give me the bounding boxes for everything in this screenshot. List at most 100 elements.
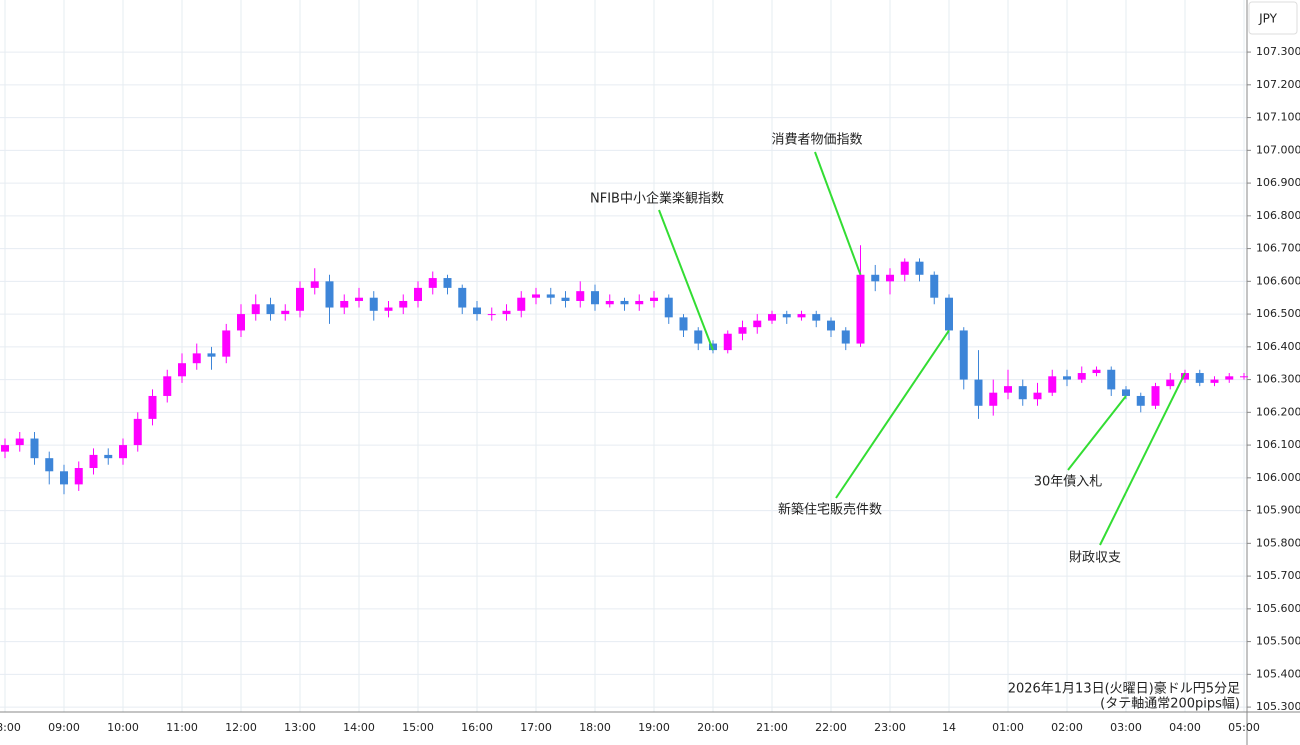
candle-body <box>635 300 644 305</box>
candle-body <box>605 300 614 305</box>
candle-body <box>1151 386 1160 406</box>
candle-body <box>119 445 127 459</box>
candle-body <box>1136 395 1145 406</box>
candle-body <box>178 363 186 377</box>
y-tick-label: 107.300 <box>1256 45 1300 58</box>
candle-body <box>959 330 968 380</box>
x-tick-label: 01:00 <box>992 721 1024 734</box>
annotation-label: 30年債入札 <box>1034 475 1103 490</box>
candle-body <box>1 445 9 452</box>
y-tick-label: 105.900 <box>1256 504 1300 517</box>
candle-body <box>104 454 113 459</box>
candle-body <box>856 274 865 344</box>
candle-body <box>325 281 334 308</box>
candle-body <box>679 317 688 331</box>
candle-body <box>1018 386 1027 400</box>
candle-body <box>443 278 452 288</box>
x-tick-label: 08:00 <box>0 721 21 734</box>
x-tick-label: 09:00 <box>48 721 80 734</box>
y-tick-label: 107.000 <box>1256 143 1300 156</box>
y-tick-label: 105.800 <box>1256 536 1300 549</box>
candle-body <box>281 310 290 315</box>
candle-body <box>502 310 511 315</box>
candle-body <box>797 314 806 318</box>
x-tick-label: 20:00 <box>697 721 729 734</box>
x-tick-label: 13:00 <box>284 721 316 734</box>
candle-body <box>974 379 983 406</box>
y-tick-label: 106.600 <box>1256 274 1300 287</box>
candle-body <box>237 314 245 331</box>
axis-label-box <box>1248 1 1298 35</box>
candle-body <box>738 327 747 334</box>
candle-body <box>709 343 717 351</box>
candle-body <box>369 297 378 311</box>
candle-body <box>768 314 776 321</box>
candle-body <box>886 274 894 282</box>
candle-body <box>1240 376 1248 378</box>
candle-body <box>89 454 98 469</box>
candle-body <box>251 304 260 315</box>
x-tick-label: 17:00 <box>520 721 552 734</box>
candle-body <box>841 330 850 344</box>
candle-body <box>930 274 939 298</box>
candle-body <box>532 294 540 298</box>
candle-body <box>473 307 481 315</box>
candle-body <box>871 274 880 282</box>
candle-body <box>620 300 629 305</box>
x-tick-label: 10:00 <box>107 721 139 734</box>
y-tick-label: 105.400 <box>1256 667 1300 680</box>
candle-body <box>1122 389 1130 396</box>
note: 2026年1月13日(火曜日)豪ドル円5分足 <box>1008 681 1240 697</box>
y-tick-label: 106.900 <box>1256 176 1300 189</box>
candle-body <box>576 291 585 301</box>
annotation-line <box>1067 395 1127 471</box>
candle-body <box>812 314 821 321</box>
candle-body <box>1225 376 1234 380</box>
candle-body <box>207 353 216 357</box>
annotation-line <box>835 329 950 499</box>
candle-body <box>296 287 304 311</box>
y-tick-label: 106.100 <box>1256 438 1300 451</box>
x-tick-label: 22:00 <box>815 721 847 734</box>
candle-body <box>74 468 83 485</box>
candle-body <box>546 294 555 298</box>
candle-body <box>192 353 201 364</box>
candle-body <box>989 392 998 406</box>
candle-body <box>1033 392 1042 400</box>
candle-body <box>266 304 275 315</box>
y-tick-label: 106.300 <box>1256 373 1300 386</box>
candle-body <box>399 300 408 308</box>
y-tick-label: 106.500 <box>1256 307 1300 320</box>
x-tick-label: 04:00 <box>1169 721 1201 734</box>
candle-body <box>148 395 157 419</box>
y-tick-label: 105.300 <box>1256 700 1300 713</box>
candle-body <box>723 333 732 351</box>
x-tick-label: 14:00 <box>343 721 375 734</box>
candle-body <box>694 330 703 344</box>
candle-body <box>340 300 349 308</box>
y-tick-label: 107.100 <box>1256 111 1300 124</box>
y-tick-label: 105.500 <box>1256 635 1300 648</box>
y-tick-label: 106.200 <box>1256 405 1300 418</box>
candle-body <box>45 458 54 472</box>
y-axis-label: JPY <box>1258 12 1278 26</box>
candle-body <box>428 278 437 288</box>
x-tick-label: 12:00 <box>225 721 257 734</box>
x-tick-label: 21:00 <box>756 721 788 734</box>
annotation-label: 消費者物価指数 <box>771 133 862 148</box>
y-tick-label: 106.400 <box>1256 340 1300 353</box>
annotation-label: NFIB中小企業楽観指数 <box>590 191 724 207</box>
candle-body <box>517 297 526 311</box>
y-tick-label: 106.800 <box>1256 209 1300 222</box>
x-tick-label: 15:00 <box>402 721 434 734</box>
candle-body <box>561 297 570 301</box>
note: (タテ軸通常200pips幅) <box>1100 697 1240 712</box>
y-tick-label: 107.200 <box>1256 78 1300 91</box>
x-tick-label: 16:00 <box>461 721 493 734</box>
candle-body <box>1077 373 1086 380</box>
annotation-label: 新築住宅販売件数 <box>778 502 882 518</box>
x-tick-label: 14 <box>942 721 956 734</box>
x-tick-label: 11:00 <box>166 721 198 734</box>
annotation-label: 財政収支 <box>1069 551 1121 566</box>
